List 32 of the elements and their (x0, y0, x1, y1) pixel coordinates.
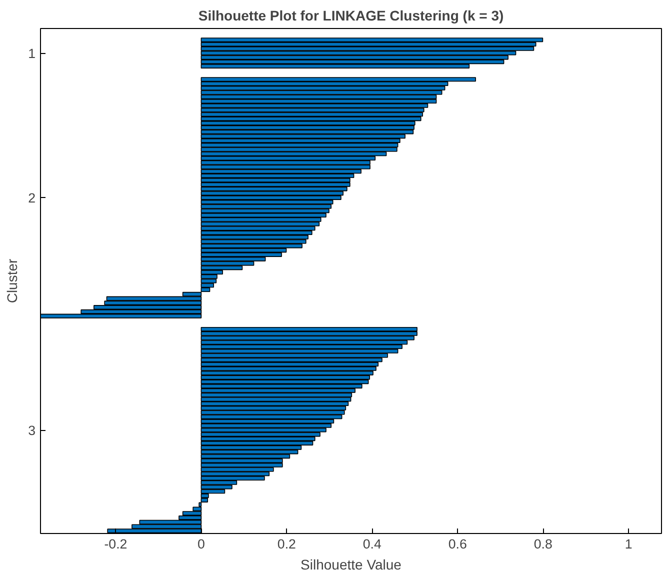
chart-title: Silhouette Plot for LINKAGE Clustering (k = 3) (198, 8, 504, 24)
bar (200, 77, 476, 82)
bar (200, 401, 349, 406)
y-tick-label: 2 (28, 190, 36, 206)
bar (200, 450, 298, 454)
y-axis-title: Cluster (4, 258, 20, 304)
x-tick-label: 0.8 (534, 536, 552, 552)
y-tick-label: 3 (28, 423, 36, 438)
x-axis-title: Silhouette Value (300, 556, 402, 572)
bar (200, 112, 423, 117)
bar (200, 222, 320, 226)
bar (200, 336, 414, 340)
x-tick-label: 0.6 (448, 536, 467, 552)
bar (200, 410, 345, 415)
bar (200, 212, 326, 218)
bar (200, 244, 302, 248)
bar (200, 186, 348, 192)
bar (200, 392, 352, 398)
bar (200, 130, 414, 134)
bar (200, 38, 544, 42)
bar (200, 204, 332, 209)
bar (200, 90, 442, 95)
y-tick-label: 1 (28, 46, 36, 62)
x-tick-label: 1 (624, 536, 632, 552)
bar (200, 498, 208, 502)
bar (200, 147, 398, 152)
x-tick-label: 0.4 (362, 536, 382, 552)
x-tick-label: 0.2 (277, 536, 296, 552)
x-tick-label: 0 (197, 536, 205, 552)
bar (200, 278, 217, 284)
x-tick-label: -0.2 (104, 536, 128, 552)
bar (200, 375, 370, 380)
